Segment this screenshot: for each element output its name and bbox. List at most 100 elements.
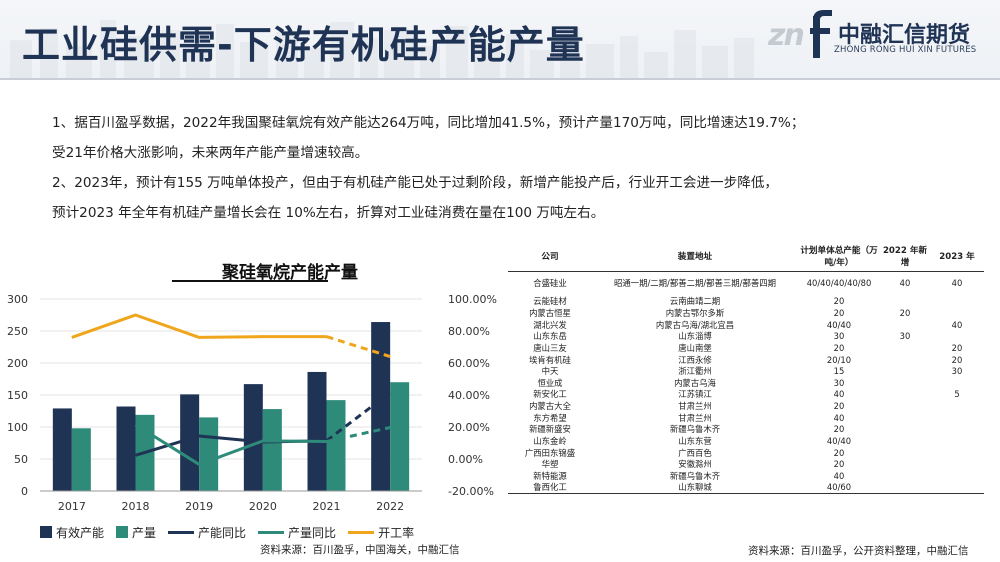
summary-line-3: 2、2023年，预计有155 万吨单体投产，但由于有机硅产能已处于过剩阶段，新增… xyxy=(52,175,779,191)
logo-zn-mark: zn xyxy=(768,18,805,53)
summary-line-4: 预计2023 年全年有机硅产量增长会在 10%左右，折算对工业硅消费在量在100… xyxy=(52,205,605,221)
table-row: 云能硅材 云南曲靖二期 20 xyxy=(508,296,984,308)
table-cell: 30 xyxy=(833,331,845,342)
bar-output xyxy=(390,382,410,491)
y-right-tick-label: -20.00% xyxy=(448,485,494,498)
table-cell: 山东金岭 xyxy=(533,436,567,446)
table-cell: 15 xyxy=(833,366,845,377)
legend-label-output: 产量 xyxy=(132,525,157,540)
logo-f-mark xyxy=(810,10,832,58)
table-cell: 山东淄博 xyxy=(678,331,712,342)
table-cell: 昭通一期/二期/鄯善二期/鄯善三期/鄯善四期 xyxy=(613,278,777,289)
x-tick-label: 2020 xyxy=(249,500,277,513)
x-tick-label: 2017 xyxy=(58,500,86,513)
legend-swatch-utilization xyxy=(348,530,375,534)
summary-text: 1、据百川盈孚数据，2022年我国聚硅氧烷有效产能达264万吨，同比增加41.5… xyxy=(52,108,972,228)
table-cell xyxy=(880,354,930,366)
header-band: 工业硅供需-下游有机硅产能产量 zn 中融汇信期货 ZHONG RONG HUI… xyxy=(0,0,1000,78)
company-logo: zn 中融汇信期货 ZHONG RONG HUI XIN FUTURES xyxy=(768,8,988,70)
table-cell xyxy=(930,447,984,459)
table-cell xyxy=(930,471,984,483)
legend-item-capacity: 有效产能 xyxy=(40,524,104,541)
table-cell xyxy=(880,459,930,471)
x-tick-label: 2022 xyxy=(376,500,404,513)
header-2023: 2023 年 xyxy=(930,241,984,272)
legend-label-capacity: 有效产能 xyxy=(56,525,105,540)
table-cell: 内蒙古恒星 xyxy=(529,307,571,318)
header-site: 装置地址 xyxy=(592,241,798,272)
capacity-output-chart: 0 50 100 150 200 250 300 -20.00% 0.00% 20.00% 40.0… xyxy=(7,293,497,513)
table-cell: 东方希望 xyxy=(533,412,567,423)
table-cell: 广西百色 xyxy=(678,447,712,458)
table-cell: 40 xyxy=(951,319,963,330)
table-cell: 浙江衢州 xyxy=(678,366,712,377)
table-cell: 40 xyxy=(951,278,963,289)
y-left-tick-label: 0 xyxy=(21,485,28,498)
table-cell: 30 xyxy=(951,366,963,377)
legend-swatch-output-yoy xyxy=(258,530,285,534)
table-cell: 内蒙古大全 xyxy=(529,401,571,412)
table-cell: 甘肃兰州 xyxy=(678,401,712,412)
x-tick-label: 2019 xyxy=(185,500,213,513)
table-cell xyxy=(930,436,984,448)
table-cell xyxy=(880,377,930,389)
logo-company-name: 中融汇信期货 xyxy=(838,23,971,48)
table-row: 山东金岭 山东东营 40/40 xyxy=(508,436,984,448)
chart-title: 聚硅氧烷产能产量 xyxy=(222,263,358,283)
legend-swatch-capacity xyxy=(40,526,52,538)
table-body: 合盛硅业 昭通一期/二期/鄯善二期/鄯善三期/鄯善四期 40/40/40/40/80… xyxy=(508,271,984,495)
bar-capacity xyxy=(116,406,136,491)
table-cell: 广西田东锦盛 xyxy=(524,447,576,458)
table-header-row: 公司 装置地址 计划单体总产能（万吨/年） 2022 年新增 2023 年 xyxy=(508,241,984,272)
bar-output xyxy=(262,409,282,491)
header-divider xyxy=(0,78,1000,80)
legend-label-output-yoy: 产量同比 xyxy=(288,525,337,540)
table-cell: 20 xyxy=(833,447,845,458)
table-cell: 埃肯有机硅 xyxy=(529,354,571,365)
bar-capacity xyxy=(371,322,391,491)
y-left-tick-label: 300 xyxy=(7,293,28,306)
y-right-tick-label: 20.00% xyxy=(448,421,490,434)
table-cell xyxy=(880,412,930,424)
table-cell: 山东聊城 xyxy=(592,482,798,495)
table-cell xyxy=(880,471,930,483)
table-row: 新疆新盛安 新疆乌鲁木齐 20 xyxy=(508,424,984,436)
table-cell xyxy=(930,377,984,389)
table-cell: 20 xyxy=(951,354,963,365)
table-cell: 江西永修 xyxy=(678,354,712,365)
chart-source-note: 资料来源：百川盈孚，中国海关，中融汇信 xyxy=(260,544,460,556)
table-row: 内蒙古大全 甘肃兰州 20 xyxy=(508,401,984,413)
legend-item-output: 产量 xyxy=(116,524,156,541)
header-company: 公司 xyxy=(508,241,592,272)
summary-line-2: 受21年价格大涨影响，未来两年产能产量增速较高。 xyxy=(52,145,369,161)
table-cell: 甘肃兰州 xyxy=(678,412,712,423)
table-row: 内蒙古恒星 内蒙古鄂尔多斯 20 20 xyxy=(508,308,984,320)
table-cell xyxy=(880,401,930,413)
x-tick-label: 2018 xyxy=(122,500,150,513)
capacity-table-container: 公司 装置地址 计划单体总产能（万吨/年） 2022 年新增 2023 年 合盛… xyxy=(508,241,984,495)
table-cell xyxy=(930,308,984,320)
line-output-yoy-projected xyxy=(326,426,391,444)
table-cell: 内蒙古乌海/湖北宜昌 xyxy=(655,319,735,330)
table-row: 鲁西化工 山东聊城 40/60 xyxy=(508,482,984,495)
table-cell: 安徽滁州 xyxy=(678,459,712,470)
bar-output xyxy=(71,428,91,491)
table-row: 华塑 安徽滁州 20 xyxy=(508,459,984,471)
table-cell: 30 xyxy=(833,377,845,388)
legend-item-utilization: 开工率 xyxy=(348,524,414,541)
chart-title-underline xyxy=(172,280,328,282)
table-row: 东方希望 甘肃兰州 40 xyxy=(508,412,984,424)
table-cell: 40 xyxy=(833,470,845,481)
table-cell xyxy=(880,296,930,308)
table-cell xyxy=(930,401,984,413)
table-cell: 40/40 xyxy=(826,436,852,446)
y-right-tick-label: 40.00% xyxy=(448,389,490,402)
bar-output xyxy=(326,400,346,491)
table-cell: 华塑 xyxy=(541,459,559,470)
table-cell: 30 xyxy=(899,331,911,342)
table-cell xyxy=(930,412,984,424)
bar-capacity xyxy=(180,394,200,491)
y-left-tick-label: 100 xyxy=(7,421,28,434)
table-cell: 鲁西化工 xyxy=(508,482,592,495)
capacity-table: 公司 装置地址 计划单体总产能（万吨/年） 2022 年新增 2023 年 合盛… xyxy=(508,241,984,495)
